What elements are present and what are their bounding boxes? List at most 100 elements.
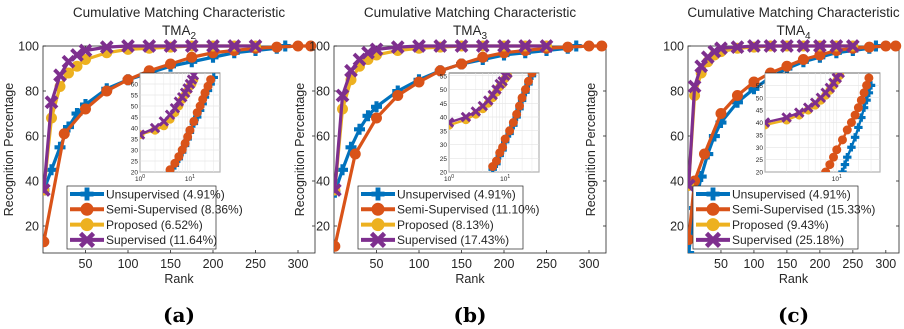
legend-marker: [371, 218, 385, 232]
subtitle-text: TMA: [453, 23, 482, 38]
legend-marker: [78, 231, 96, 249]
inset-data-point: [847, 143, 856, 152]
legend-marker: [704, 231, 722, 249]
data-point: [845, 39, 860, 53]
data-point: [43, 183, 51, 197]
inset-data-point: [508, 118, 518, 127]
data-point: [337, 164, 348, 176]
legend-label: Unsupervised (4.91%): [397, 187, 516, 201]
data-point: [99, 40, 114, 54]
data-point: [456, 58, 467, 70]
legend-marker: [706, 218, 720, 232]
data-point: [715, 108, 727, 119]
inset-y-tick-label: 40: [131, 126, 139, 133]
x-tick-label: 250: [842, 257, 863, 271]
inset-data-point: [781, 112, 792, 123]
data-point: [206, 39, 220, 53]
panel-caption: (a): [163, 303, 195, 327]
inset-y-tick-label: 60: [131, 82, 139, 89]
data-point: [184, 39, 199, 53]
data-point: [344, 63, 358, 78]
data-point: [248, 39, 263, 53]
inset-data-point: [794, 107, 805, 118]
inset-data-point: [834, 73, 845, 79]
series-group: [688, 39, 902, 253]
inset-x-tick-label: 101: [500, 174, 510, 183]
inset-data-point: [498, 142, 508, 152]
tick-exponent: 1: [192, 174, 195, 180]
inset-data-point: [491, 156, 501, 166]
data-point: [454, 39, 469, 53]
inset-data-point: [140, 129, 146, 140]
inset-data-point: [149, 122, 161, 134]
inset-data-point: [856, 95, 866, 105]
x-tick-label: 50: [714, 257, 728, 271]
inset-data-point: [853, 103, 863, 113]
data-point: [781, 60, 793, 72]
tick-exponent: 1: [507, 174, 510, 180]
y-axis-label: Recognition Percentage: [584, 83, 598, 216]
data-point: [796, 39, 811, 53]
data-point: [78, 43, 93, 58]
data-point: [413, 76, 425, 88]
inset-y-tick-label: 35: [131, 137, 139, 144]
data-point: [121, 39, 135, 53]
chart-panel-1: Cumulative Matching CharacteristicTMA220…: [2, 5, 317, 327]
legend-label: Supervised (25.18%): [732, 233, 844, 247]
legend-label: Proposed (6.52%): [106, 218, 203, 232]
inset-y-tick-label: 30: [131, 148, 139, 155]
subtitle-text: TMA: [162, 23, 191, 38]
inset-y-tick-label: 20: [131, 170, 139, 177]
data-point: [863, 41, 875, 53]
data-point: [371, 101, 382, 113]
inset-y-tick-label: 45: [756, 108, 764, 115]
inset-y-tick-label: 55: [756, 83, 764, 90]
x-tick-label: 50: [79, 257, 93, 271]
x-tick-label: 150: [776, 257, 797, 271]
series-supervised: [688, 39, 860, 193]
data-point: [747, 39, 761, 53]
x-tick-label: 300: [579, 257, 600, 271]
inset-y-tick-label: 55: [131, 93, 139, 100]
inset-data-point: [765, 117, 771, 128]
inset-x-tick-label: 101: [185, 174, 195, 183]
legend-label: Unsupervised (4.91%): [106, 187, 225, 201]
data-point: [142, 39, 157, 53]
inset-series-supervised: [449, 73, 513, 128]
inset-series-supervised: [140, 73, 200, 140]
x-tick-label: 200: [203, 257, 224, 271]
tick-base: 10: [832, 176, 840, 183]
inset-y-tick-label: 20: [440, 170, 448, 177]
x-axis-label: Rank: [164, 272, 194, 286]
data-point: [334, 240, 341, 252]
inset-y-tick-label: 40: [756, 120, 764, 127]
chart-title: Cumulative Matching Characteristic: [687, 5, 900, 20]
data-point: [688, 79, 702, 94]
y-tick-label: 100: [309, 40, 330, 54]
y-tick-label: 60: [316, 130, 330, 144]
tick-base: 10: [500, 176, 508, 183]
x-axis-label: Rank: [455, 272, 485, 286]
subtitle-subscript: 2: [190, 31, 196, 42]
inset-data-point: [449, 117, 455, 128]
data-point: [583, 40, 595, 52]
data-point: [596, 40, 608, 52]
inset-data-point: [850, 110, 860, 120]
x-tick-label: 100: [118, 257, 139, 271]
inset-data-point: [500, 134, 510, 144]
chart-subtitle: TMA3: [453, 23, 488, 42]
data-point: [349, 148, 361, 160]
series-supervised: [43, 39, 263, 197]
y-axis-label: Recognition Percentage: [293, 83, 307, 216]
legend-label: Unsupervised (4.91%): [732, 187, 851, 201]
data-point: [163, 39, 178, 53]
inset-data-point: [520, 85, 530, 94]
inset-y-tick-label: 30: [440, 142, 448, 149]
data-point: [731, 90, 743, 101]
data-point: [780, 39, 794, 53]
inset-data-point: [497, 76, 508, 87]
inset-y-tick-label: 35: [440, 128, 448, 135]
data-point: [829, 39, 844, 53]
